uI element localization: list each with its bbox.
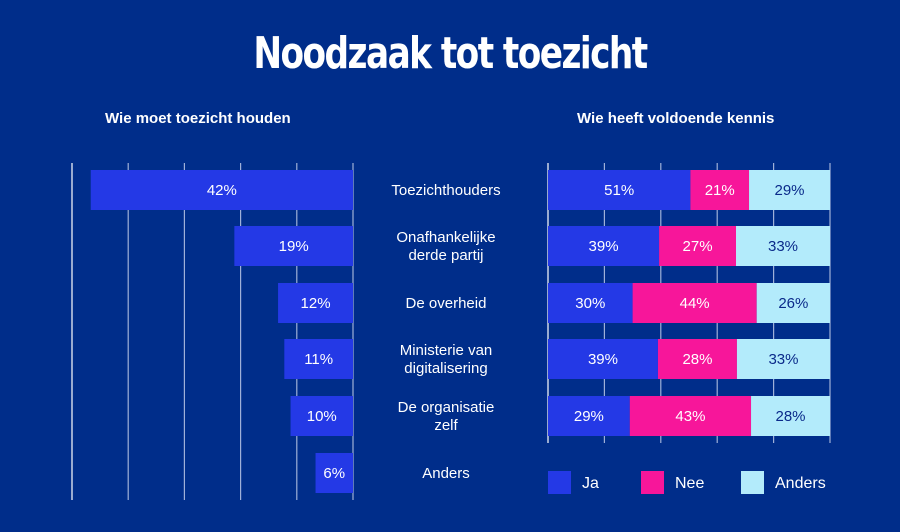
bar <box>290 396 353 436</box>
stacked-bar-nee <box>629 396 752 436</box>
stacked-bar-ja <box>548 396 630 436</box>
category-label: Toezichthouders <box>391 182 500 199</box>
bar-label: 51% <box>604 182 634 199</box>
bar-label: 29% <box>774 182 804 199</box>
stacked-bar-anders <box>736 339 830 379</box>
bar-label: 29% <box>574 408 604 425</box>
legend-swatch <box>548 471 571 494</box>
category-label: Onafhankelijke <box>396 229 495 246</box>
bar-label: 19% <box>279 238 309 255</box>
stacked-bar-anders <box>751 396 830 436</box>
legend-label: Ja <box>582 475 599 492</box>
right-chart-title: Wie heeft voldoende kennis <box>577 110 775 127</box>
bar-label: 10% <box>307 408 337 425</box>
bar-label: 28% <box>776 408 806 425</box>
stacked-bar-ja <box>548 226 660 266</box>
bar-label: 12% <box>301 295 331 312</box>
bar <box>234 226 353 266</box>
bar <box>315 453 353 493</box>
legend-swatch <box>641 471 664 494</box>
stacked-bar-anders <box>749 170 830 210</box>
category-label: Ministerie van <box>400 342 493 359</box>
bar-label: 44% <box>680 295 710 312</box>
stacked-bar-anders <box>736 226 830 266</box>
legend-label: Nee <box>675 475 704 492</box>
stacked-bar-ja <box>548 339 658 379</box>
bar-label: 39% <box>589 238 619 255</box>
stacked-bar-ja <box>548 170 691 210</box>
page-title: Noodzaak tot toezicht <box>253 28 648 79</box>
bar-label: 21% <box>705 182 735 199</box>
stacked-bar-nee <box>690 170 750 210</box>
bar-label: 33% <box>768 351 798 368</box>
bar-label: 27% <box>683 238 713 255</box>
category-label: Anders <box>422 465 470 482</box>
bar-label: 39% <box>588 351 618 368</box>
bar-label: 26% <box>778 295 808 312</box>
stacked-bar-nee <box>657 339 737 379</box>
category-label: De overheid <box>406 295 487 312</box>
stacked-bar-nee <box>632 283 757 323</box>
legend-label: Anders <box>775 475 826 492</box>
bar-label: 30% <box>575 295 605 312</box>
stacked-bar-ja <box>548 283 633 323</box>
category-label: digitalisering <box>404 360 487 377</box>
category-label: derde partij <box>408 247 483 264</box>
bar <box>90 170 353 210</box>
bar-label: 28% <box>682 351 712 368</box>
bar-label: 11% <box>304 351 333 368</box>
bar-label: 43% <box>675 408 705 425</box>
category-label: zelf <box>434 417 458 434</box>
stacked-bar-nee <box>659 226 736 266</box>
category-label: De organisatie <box>398 399 495 416</box>
bar-label: 42% <box>207 182 237 199</box>
bar <box>278 283 353 323</box>
bar <box>284 339 353 379</box>
bar-label: 33% <box>768 238 798 255</box>
left-chart-title: Wie moet toezicht houden <box>105 110 291 127</box>
stacked-bar-anders <box>756 283 830 323</box>
bar-label: 6% <box>323 465 345 482</box>
legend-swatch <box>741 471 764 494</box>
